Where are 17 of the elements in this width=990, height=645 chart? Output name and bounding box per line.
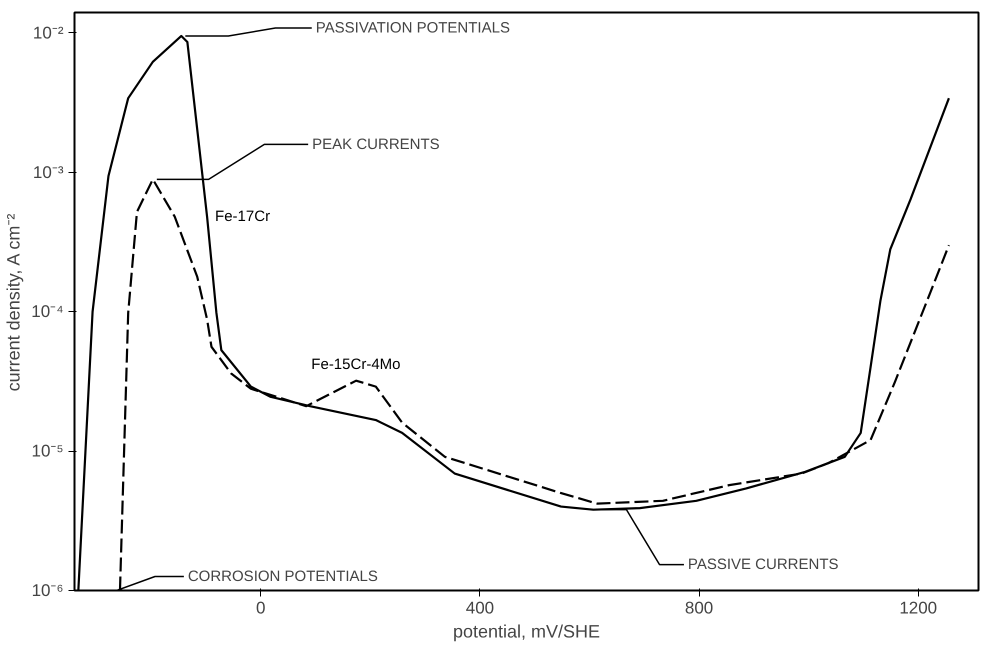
- y-tick-label: 10⁻³: [32, 162, 64, 182]
- annotation: CORROSION POTENTIALS: [188, 568, 378, 585]
- x-tick-label: 1200: [899, 598, 938, 618]
- x-tick-label: 400: [466, 598, 494, 618]
- y-tick-label: 10⁻⁴: [31, 302, 64, 322]
- x-tick-label: 0: [256, 598, 266, 618]
- annotation: PASSIVE CURRENTS: [688, 556, 839, 574]
- x-axis-title: potential, mV/SHE: [452, 622, 600, 642]
- y-tick-label: 10⁻⁵: [32, 442, 64, 461]
- series-label: Fe-17Cr: [215, 208, 270, 226]
- annotation: PASSIVATION POTENTIALS: [316, 19, 510, 36]
- series-label: Fe-15Cr-4Mo: [311, 356, 400, 374]
- y-axis-title: current density, A cm⁻²: [3, 214, 24, 392]
- x-tick-label: 800: [684, 598, 714, 618]
- y-tick-label: 10⁻²: [32, 23, 64, 42]
- y-tick-label: 10⁻⁶: [32, 581, 64, 600]
- annotation: PEAK CURRENTS: [312, 136, 440, 153]
